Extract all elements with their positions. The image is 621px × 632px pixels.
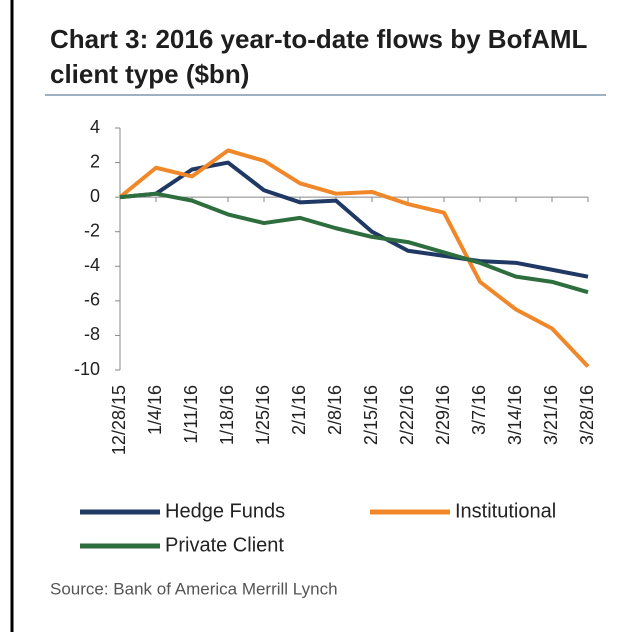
legend-label: Private Client (165, 534, 284, 556)
x-tick-label: 2/22/16 (397, 385, 417, 445)
x-tick-label: 2/1/16 (289, 385, 309, 435)
legend-label: Institutional (455, 500, 556, 522)
x-tick-label: 3/28/16 (577, 385, 597, 445)
y-tick-label: -10 (74, 359, 100, 379)
chart-title: Chart 3: 2016 year-to-date flows by BofA… (50, 24, 587, 89)
x-tick-label: 12/28/15 (109, 385, 129, 455)
y-tick-label: -8 (84, 324, 100, 344)
series-line (118, 148, 590, 368)
x-tick-label: 1/4/16 (145, 385, 165, 435)
y-tick-label: 4 (90, 117, 100, 137)
x-tick-label: 3/14/16 (505, 385, 525, 445)
y-tick-label: -2 (84, 220, 100, 240)
y-tick-label: 0 (90, 186, 100, 206)
x-tick-label: 1/25/16 (253, 385, 273, 445)
series-line (119, 160, 589, 279)
series-line (119, 191, 589, 295)
y-tick-label: -4 (84, 255, 100, 275)
x-tick-label: 2/29/16 (433, 385, 453, 445)
y-tick-label: -6 (84, 290, 100, 310)
x-tick-label: 2/15/16 (361, 385, 381, 445)
x-tick-label: 2/8/16 (325, 385, 345, 435)
source-note: Source: Bank of America Merrill Lynch (50, 579, 338, 598)
x-tick-label: 3/7/16 (469, 385, 489, 435)
x-tick-label: 1/18/16 (217, 385, 237, 445)
x-tick-label: 1/11/16 (181, 385, 201, 444)
legend-label: Hedge Funds (165, 500, 285, 522)
x-tick-label: 3/21/16 (541, 385, 561, 445)
y-tick-label: 2 (90, 151, 100, 171)
